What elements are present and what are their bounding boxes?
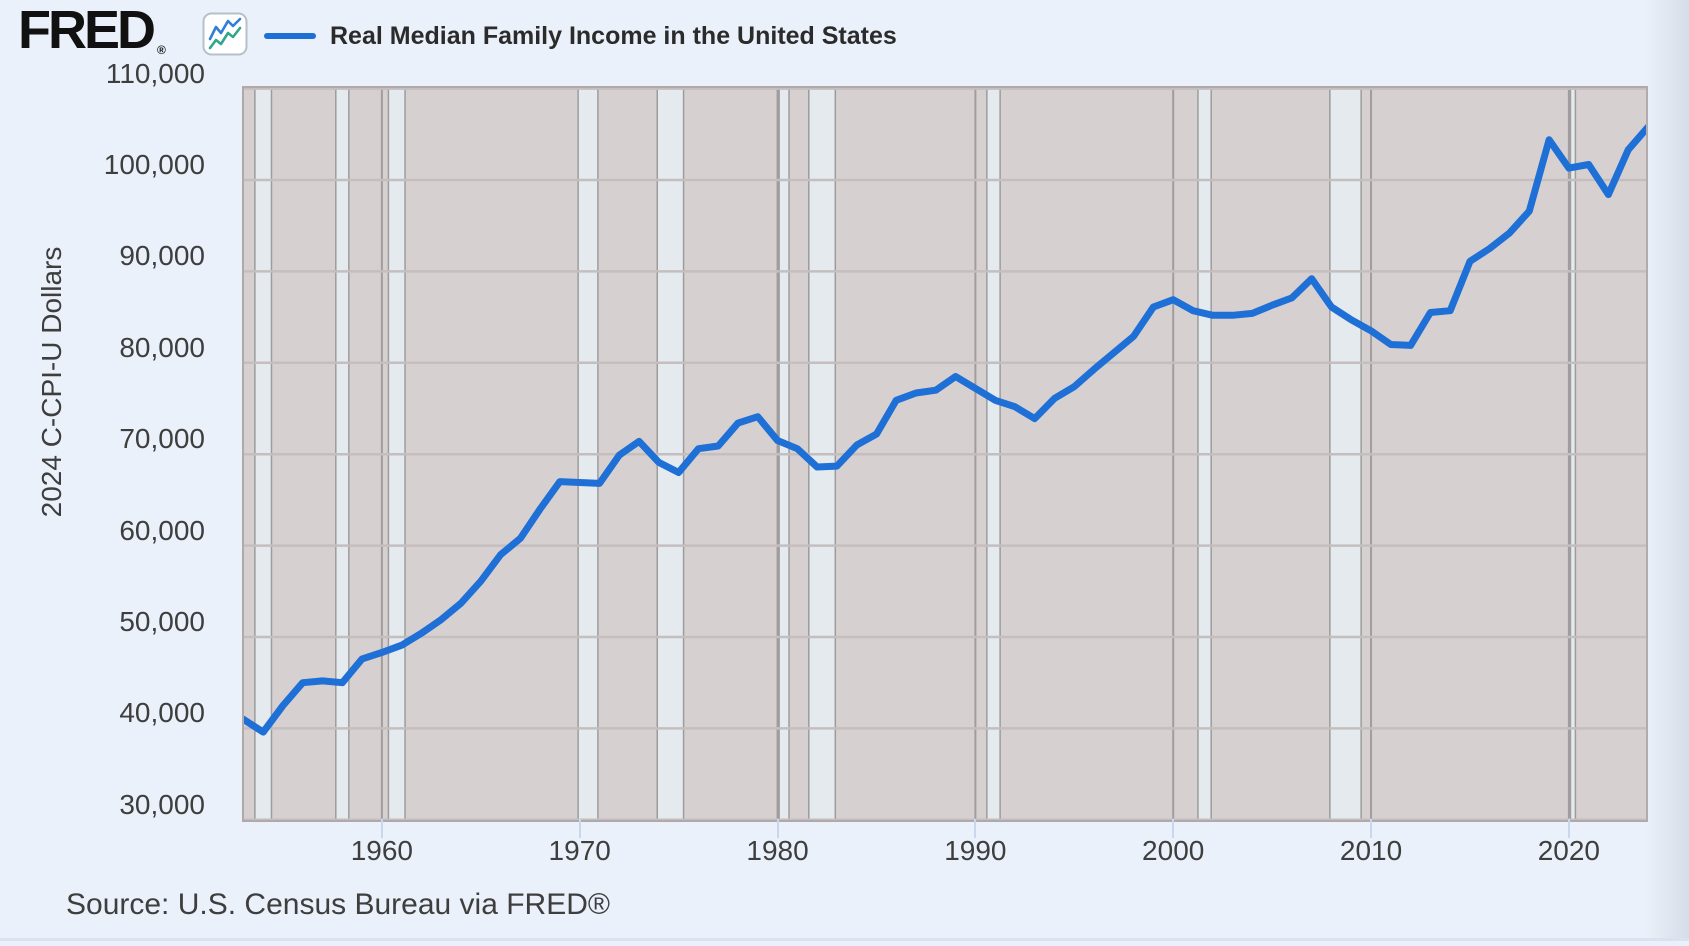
- x-tick-label: 1980: [746, 835, 809, 866]
- x-tick-label: 1960: [350, 835, 414, 866]
- x-tick-label: 1990: [944, 835, 1007, 866]
- x-tick-mark: [380, 819, 383, 838]
- legend-series-label: Real Median Family Income in the United …: [330, 21, 897, 50]
- chart-legend: Real Median Family Income in the United …: [264, 20, 897, 52]
- fred-logo-text: FRED: [18, 0, 156, 60]
- fred-line-chart-icon: [202, 12, 248, 56]
- bottom-edge-strip: [0, 938, 1689, 941]
- legend-line-swatch: [264, 33, 316, 39]
- x-tick-mark: [1172, 819, 1175, 838]
- x-tick-label: 2010: [1339, 835, 1403, 866]
- x-tick-label: 1970: [548, 835, 611, 866]
- x-tick-label: 2000: [1142, 835, 1205, 866]
- data-line: [243, 123, 1647, 736]
- x-tick-mark: [776, 819, 779, 838]
- source-note: Source: U.S. Census Bureau via FRED®: [66, 888, 610, 921]
- registered-trademark-icon: ®: [157, 43, 166, 57]
- x-tick-mark: [1567, 819, 1570, 838]
- y-tick-label: 100,000: [103, 149, 205, 180]
- y-tick-label: 40,000: [119, 697, 205, 729]
- y-tick-label: 60,000: [119, 514, 205, 546]
- x-tick-mark: [974, 819, 977, 838]
- y-tick-label: 90,000: [119, 240, 205, 272]
- x-tick-mark: [1370, 819, 1373, 838]
- y-tick-label: 80,000: [119, 331, 205, 363]
- y-tick-label: 70,000: [119, 423, 205, 455]
- y-tick-label: 110,000: [105, 57, 205, 89]
- y-tick-label: 30,000: [119, 788, 205, 820]
- x-tick-mark: [578, 819, 581, 838]
- fred-logo[interactable]: FRED ®: [18, 3, 166, 57]
- x-tick-label: 2020: [1537, 835, 1600, 866]
- y-tick-label: 50,000: [119, 606, 205, 637]
